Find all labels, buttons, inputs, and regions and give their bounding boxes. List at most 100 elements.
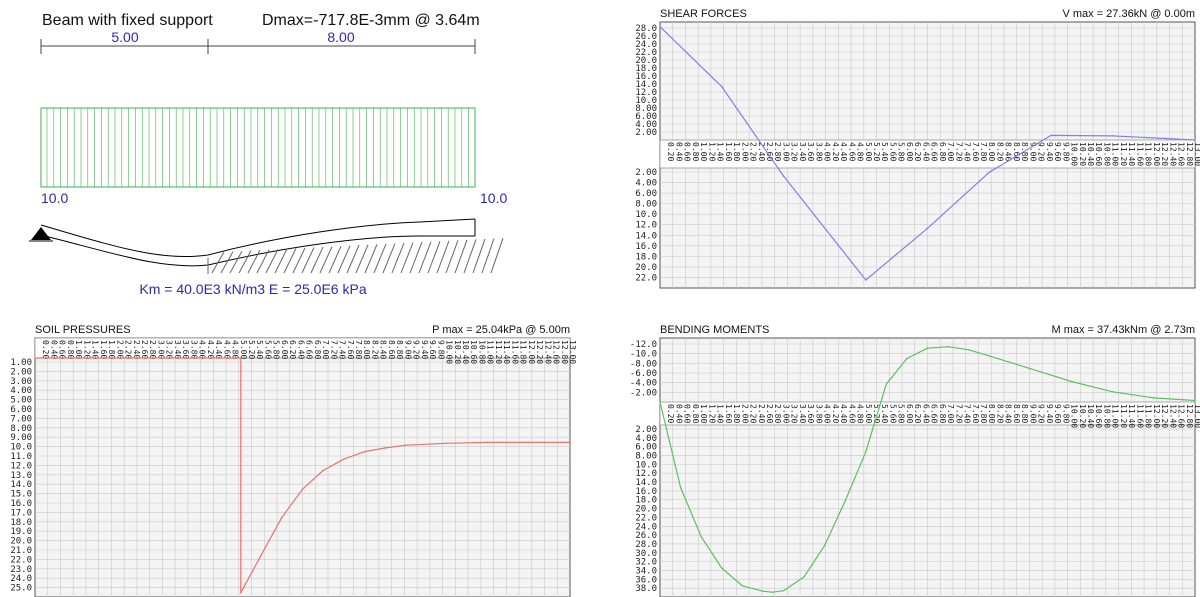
x-tick-label: 7.00 [321,340,330,359]
y-tick-label: 12.0 [10,461,32,471]
x-axis-band [34,337,571,359]
moment-data-point [762,590,764,592]
x-tick-label: 3.20 [790,404,799,423]
x-tick-label: 5.40 [255,340,264,359]
x-tick-label: 1.20 [82,340,91,359]
material-properties: Km = 40.0E3 kN/m3 E = 25.0E6 kPa [139,281,366,297]
y-tick-label: 16.0 [635,487,657,497]
soil-hatch-line [490,237,504,274]
y-tick-label: 26.0 [635,32,657,42]
x-tick-label: 6.20 [913,404,922,423]
x-tick-label: 11.80 [1144,404,1153,428]
x-tick-label: 10.80 [1102,142,1111,166]
x-axis-band [659,401,1196,426]
x-tick-label: 8.20 [370,340,379,359]
y-tick-label: 2.00 [10,367,32,377]
x-tick-label: 10.60 [469,340,478,364]
x-tick-label: 5.80 [897,142,906,161]
x-tick-label: 11.20 [1119,142,1128,166]
x-tick-label: 7.80 [979,404,988,423]
soil-max-label: P max = 25.04kPa @ 5.00m [432,324,570,336]
x-tick-label: 0.80 [691,404,700,423]
x-tick-label: 10.00 [1070,404,1079,428]
y-tick-label: 4.00 [635,179,657,189]
x-tick-label: 5.80 [272,340,281,359]
y-tick-label: 32.0 [635,558,657,568]
y-tick-label: 10.0 [635,460,657,470]
moment-data-point [988,355,991,357]
x-tick-label: 12.40 [1168,142,1177,166]
y-tick-label: 12.0 [635,469,657,479]
x-tick-label: 9.60 [428,340,437,359]
soil-hatch-line [391,242,405,274]
x-tick-label: 11.40 [502,340,511,364]
shear-data-point [926,227,929,230]
x-tick-label: 3.40 [798,404,807,423]
span-label-2: 8.00 [327,29,354,45]
x-tick-label: 0.40 [49,340,58,359]
y-tick-label: 23.0 [10,565,32,575]
x-tick-label: 7.20 [954,142,963,161]
x-tick-label: 1.40 [716,404,725,423]
x-tick-label: 7.00 [946,404,955,423]
y-tick-label: -2.00 [630,388,657,398]
x-tick-label: 10.20 [1078,142,1087,166]
soil-hatch-line [292,247,306,274]
x-tick-label: 9.80 [1061,404,1070,423]
x-tick-label: 2.40 [757,404,766,423]
y-tick-label: 18.0 [635,64,657,74]
moment-data-point [823,544,826,547]
deflection-max-label: Dmax=-717.8E-3mm @ 3.64m [262,12,480,29]
shear-max-label: V max = 27.36kN @ 0.00m [1062,8,1195,20]
soil-foundation-hatch [211,237,504,274]
x-tick-label: 4.80 [231,340,240,359]
x-tick-label: 8.60 [1012,404,1021,423]
x-tick-label: 10.00 [445,340,454,364]
shear-data-point [1111,135,1114,137]
x-tick-label: 0.20 [666,404,675,423]
moment-data-point [782,589,785,592]
x-tick-label: 0.40 [674,142,683,161]
x-tick-label: 8.40 [379,340,388,359]
x-tick-label: 7.40 [338,340,347,359]
soil-hatch-line [454,239,468,274]
y-tick-label: 2.00 [635,168,657,178]
x-tick-label: 12.60 [1177,142,1186,166]
x-tick-label: 11.60 [1135,142,1144,166]
x-tick-label: 6.00 [280,340,289,359]
x-tick-label: 1.20 [707,404,716,423]
x-tick-label: 7.40 [963,142,972,161]
y-tick-label: 4.00 [635,120,657,130]
soil-plot-area: 1.002.003.004.005.006.007.008.009.0010.0… [10,337,577,597]
x-tick-label: 2.80 [773,404,782,423]
y-tick-label: 2.00 [635,425,657,435]
y-tick-label: 8.00 [635,452,657,462]
y-tick-label: 22.0 [635,273,657,283]
x-tick-label: 4.00 [823,404,832,423]
y-tick-label: 10.0 [635,96,657,106]
soil-hatch-line [220,251,234,274]
soil-hatch-line [472,238,486,274]
soil-data-point [384,447,386,449]
x-tick-label: 2.40 [757,142,766,161]
x-tick-label: 5.00 [239,340,248,359]
x-tick-label: 4.00 [198,340,207,359]
x-tick-label: 11.00 [486,340,495,364]
x-tick-label: 8.60 [387,340,396,359]
y-tick-label: 10.0 [10,443,32,453]
soil-hatch-line [481,238,495,274]
x-tick-label: 11.00 [1111,142,1120,166]
moment-data-point [1111,390,1114,393]
moment-data-point [679,486,682,489]
x-tick-label: 3.60 [806,404,815,423]
shear-data-point [1194,139,1196,141]
shear-data-point [988,171,991,174]
x-tick-label: 7.60 [971,404,980,423]
x-tick-label: 6.00 [905,404,914,423]
y-tick-label: 2.00 [635,128,657,138]
y-tick-label: 25.0 [10,584,32,594]
x-tick-label: 3.80 [189,340,198,359]
x-tick-label: 0.60 [683,142,692,161]
moment-data-point [700,535,702,538]
